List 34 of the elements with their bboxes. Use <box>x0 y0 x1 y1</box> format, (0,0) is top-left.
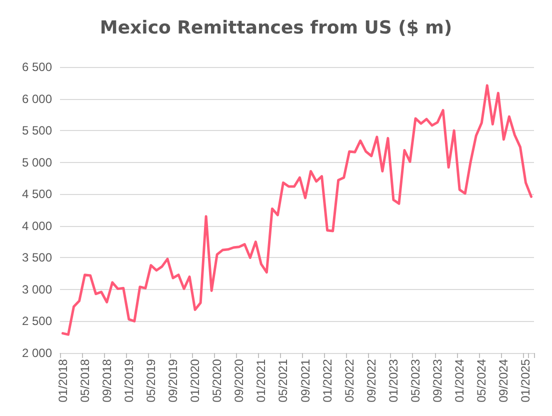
x-tick-label: 05/2024 <box>474 358 489 402</box>
x-tick-label: 01/2020 <box>188 358 202 402</box>
chart-title: Mexico Remittances from US ($ m) <box>100 18 452 38</box>
x-tick-label: 09/2019 <box>166 358 180 402</box>
y-tick-label: 4 500 <box>22 187 52 202</box>
y-tick-label: 3 500 <box>22 250 52 265</box>
x-tick-label: 01/2019 <box>122 358 136 402</box>
y-tick-label: 5 000 <box>22 155 52 170</box>
x-tick-label: 01/2025 <box>518 358 533 402</box>
y-tick-label: 6 000 <box>22 92 52 106</box>
x-tick-label: 05/2018 <box>78 358 92 402</box>
x-tick-label: 09/2024 <box>496 358 511 402</box>
y-tick-label: 6 500 <box>22 60 52 74</box>
x-tick-label: 09/2018 <box>100 358 114 402</box>
x-tick-label: 05/2020 <box>210 358 224 402</box>
x-tick-label: 01/2022 <box>320 358 334 402</box>
y-tick-label: 2 500 <box>22 314 52 328</box>
x-tick-label: 09/2021 <box>298 358 312 402</box>
x-tick-label: 05/2021 <box>276 358 290 402</box>
x-tick-label: 05/2022 <box>342 358 356 402</box>
x-tick-label: 01/2021 <box>254 358 268 402</box>
y-tick-label: 3 000 <box>22 282 52 296</box>
x-tick-label: 05/2023 <box>408 358 422 402</box>
y-tick-label: 4 000 <box>22 218 52 233</box>
x-tick-label: 01/2024 <box>452 358 467 402</box>
y-tick-label: 2 000 <box>22 346 52 360</box>
line-series <box>62 84 532 336</box>
x-tick-label: 09/2023 <box>430 358 445 402</box>
y-tick-label: 5 500 <box>22 124 52 138</box>
x-tick-label: 05/2019 <box>144 358 158 402</box>
x-tick-label: 09/2022 <box>364 358 378 402</box>
x-tick-label: 01/2023 <box>386 358 400 402</box>
x-tick-label: 01/2018 <box>56 358 70 402</box>
x-tick-label: 09/2020 <box>232 358 246 402</box>
